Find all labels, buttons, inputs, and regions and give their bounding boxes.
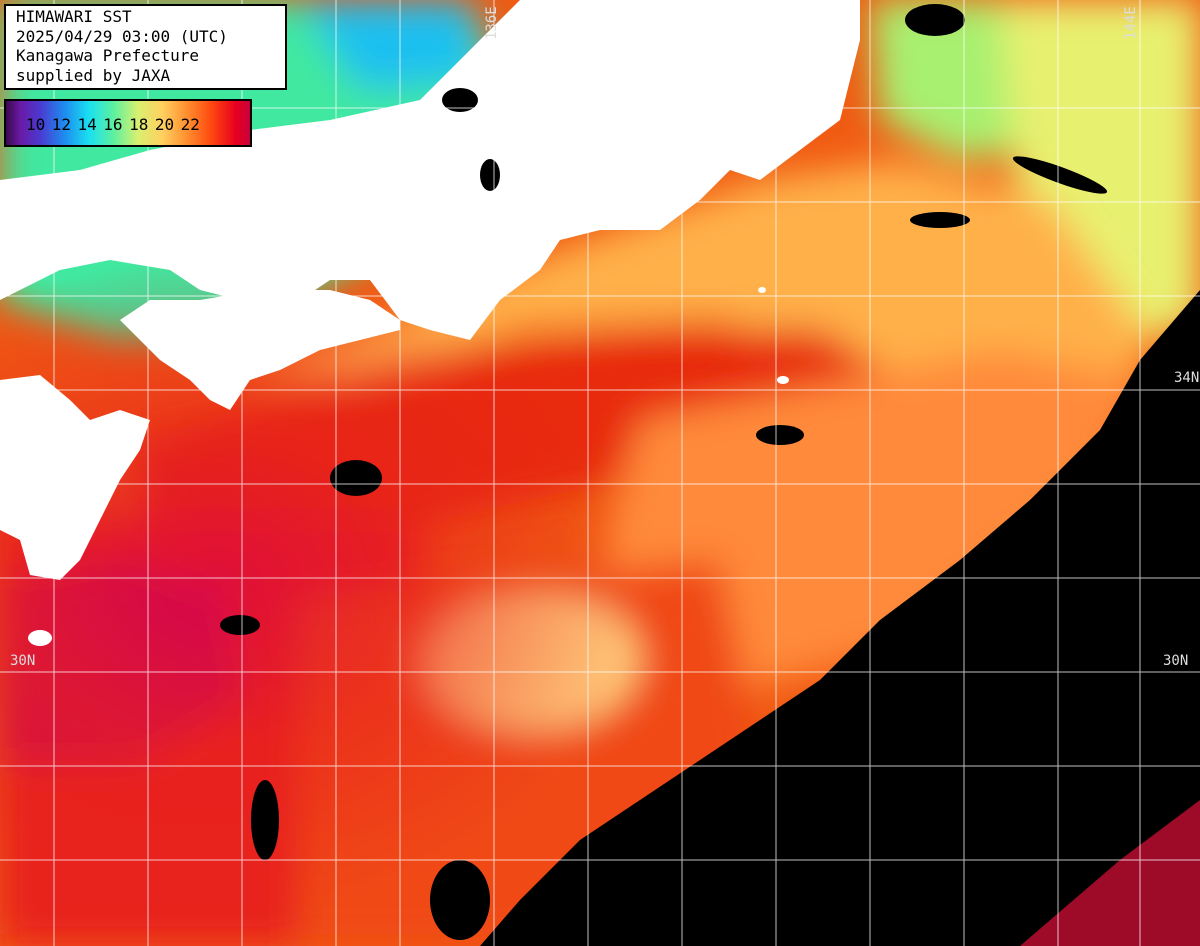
no-data-area — [480, 290, 1200, 946]
legend-tick: 20 — [154, 115, 175, 134]
legend-ticks: 10 12 14 16 18 20 22 — [26, 115, 206, 134]
land-shikoku — [120, 290, 400, 410]
lon-label-136e: 136E — [484, 6, 500, 40]
legend-tick: 22 — [180, 115, 200, 134]
color-legend: 10 12 14 16 18 20 22 — [4, 99, 252, 147]
land-honshu — [0, 0, 860, 340]
info-box: HIMAWARI SST 2025/04/29 03:00 (UTC) Kana… — [4, 4, 287, 90]
map-credit: supplied by JAXA — [16, 65, 171, 85]
legend-tick: 14 — [77, 115, 97, 134]
cloud-masks — [220, 4, 1108, 940]
lat-label-30n-left: 30N — [10, 653, 36, 669]
legend-tick: 16 — [103, 115, 123, 134]
island — [777, 376, 789, 384]
legend-tick: 10 — [26, 115, 46, 134]
lat-label-30n-right: 30N — [1163, 653, 1189, 669]
island — [758, 287, 766, 293]
legend-tick: 12 — [51, 115, 72, 134]
lon-label-144e: 144E — [1123, 6, 1139, 40]
map-title: HIMAWARI SST — [16, 7, 132, 26]
land-kyushu — [0, 375, 150, 580]
map-datetime: 2025/04/29 03:00 (UTC) — [16, 26, 228, 46]
legend-tick: 18 — [129, 115, 149, 134]
lat-label-34n-right: 34N — [1174, 370, 1200, 386]
island — [28, 630, 52, 646]
map-region: Kanagawa Prefecture — [16, 46, 200, 65]
